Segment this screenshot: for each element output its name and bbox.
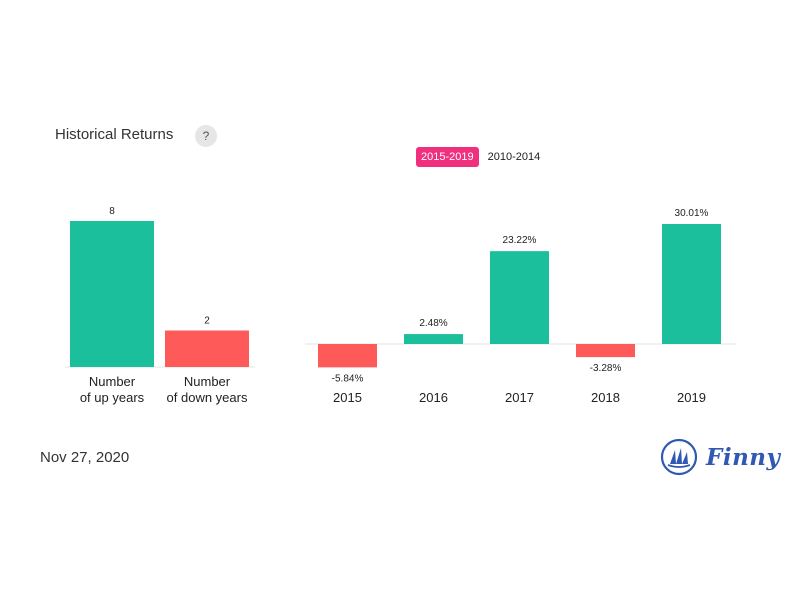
x-tick-label: 2018 — [591, 390, 620, 405]
bar-value-label: 8 — [109, 206, 115, 217]
bar-value-label: 30.01% — [675, 208, 709, 219]
bar-value-label: 2 — [204, 316, 210, 327]
year-bar — [662, 224, 721, 344]
help-icon[interactable]: ? — [195, 125, 217, 147]
brand-name: Finny — [706, 443, 781, 471]
tab-2015-2019[interactable]: 2015-2019 — [416, 147, 479, 167]
bar-value-label: -5.84% — [332, 373, 364, 384]
year-bar — [404, 334, 463, 344]
year-bar — [318, 344, 377, 368]
category-label: of down years — [167, 390, 248, 405]
x-tick-label: 2019 — [677, 390, 706, 405]
finny-logo-icon — [660, 438, 698, 476]
down-years-bar — [165, 330, 249, 367]
period-tabs: 2015-2019 2010-2014 — [416, 147, 545, 167]
page-title: Historical Returns — [55, 126, 174, 143]
bar-value-label: 2.48% — [419, 318, 447, 329]
as-of-date: Nov 27, 2020 — [40, 449, 130, 466]
x-tick-label: 2015 — [333, 390, 362, 405]
bar-value-label: -3.28% — [590, 363, 622, 374]
category-label: of up years — [80, 390, 145, 405]
x-tick-label: 2016 — [419, 390, 448, 405]
bar-value-label: 23.22% — [503, 235, 537, 246]
tab-2010-2014[interactable]: 2010-2014 — [487, 151, 541, 163]
finny-logo: Finny — [660, 438, 780, 476]
year-bar — [576, 344, 635, 358]
category-label: Number — [89, 374, 136, 389]
x-tick-label: 2017 — [505, 390, 534, 405]
category-label: Number — [184, 374, 231, 389]
up-years-bar — [70, 221, 154, 367]
year-bar — [490, 251, 549, 344]
